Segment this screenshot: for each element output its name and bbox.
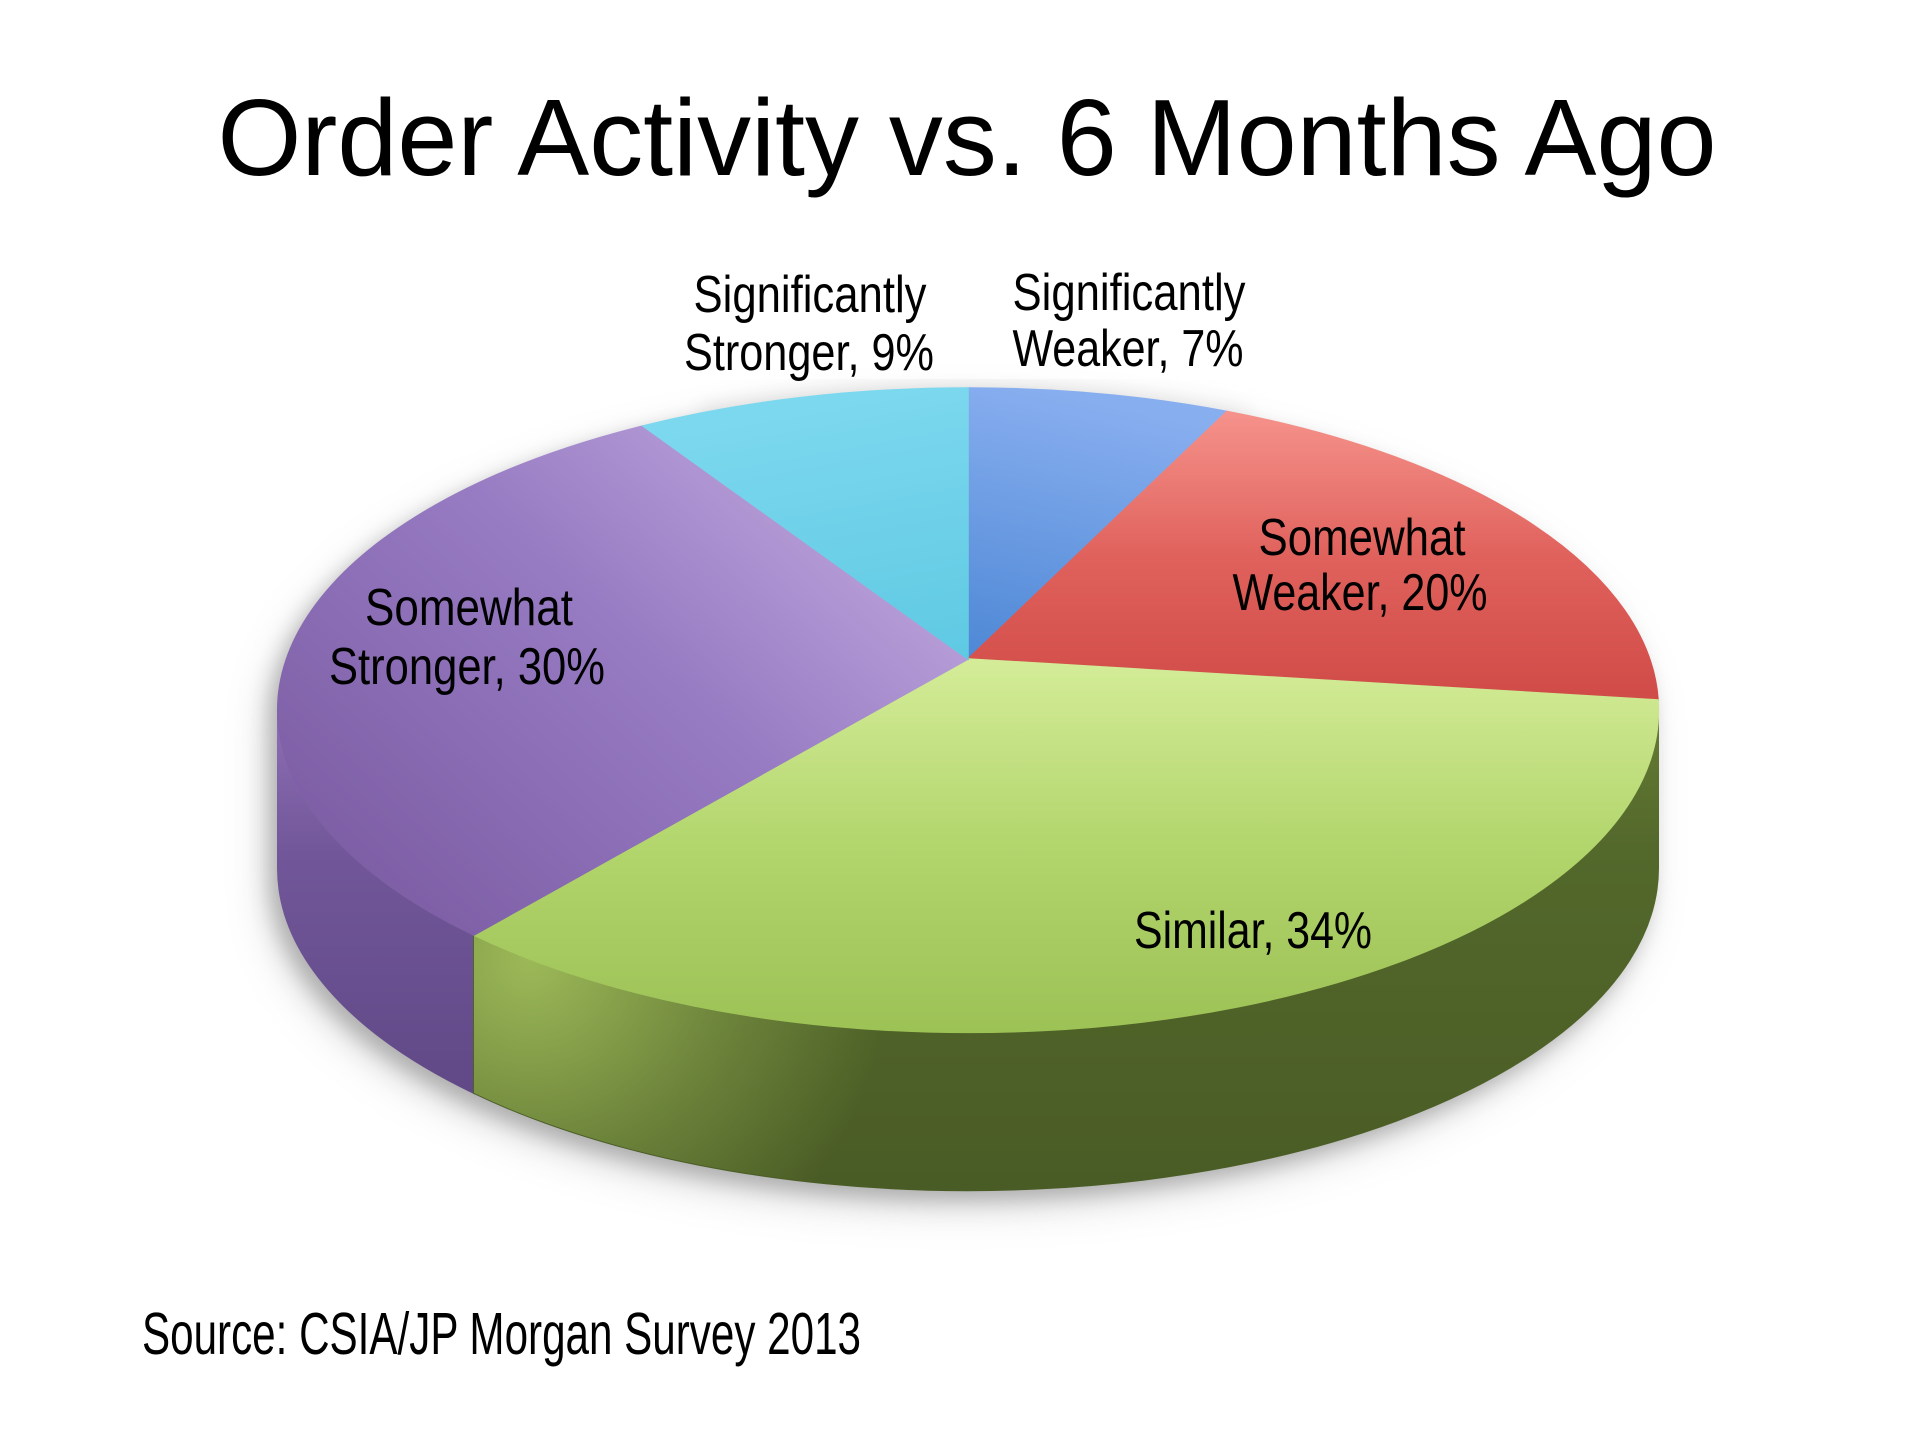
svg-text:Source: CSIA/JP Morgan Survey: Source: CSIA/JP Morgan Survey 2013 <box>142 1301 861 1367</box>
svg-text:Significantly: Significantly <box>694 266 927 324</box>
svg-text:Weaker, 7%: Weaker, 7% <box>1013 320 1244 378</box>
svg-text:Stronger, 9%: Stronger, 9% <box>684 324 934 382</box>
svg-text:Significantly: Significantly <box>1013 264 1246 322</box>
svg-text:Order Activity vs. 6 Months Ag: Order Activity vs. 6 Months Ago <box>218 77 1717 199</box>
svg-text:Somewhat: Somewhat <box>365 579 573 637</box>
svg-text:Similar, 34%: Similar, 34% <box>1134 902 1372 960</box>
svg-text:Somewhat: Somewhat <box>1259 509 1466 567</box>
svg-text:Weaker, 20%: Weaker, 20% <box>1233 564 1488 622</box>
svg-text:Stronger, 30%: Stronger, 30% <box>329 638 605 696</box>
